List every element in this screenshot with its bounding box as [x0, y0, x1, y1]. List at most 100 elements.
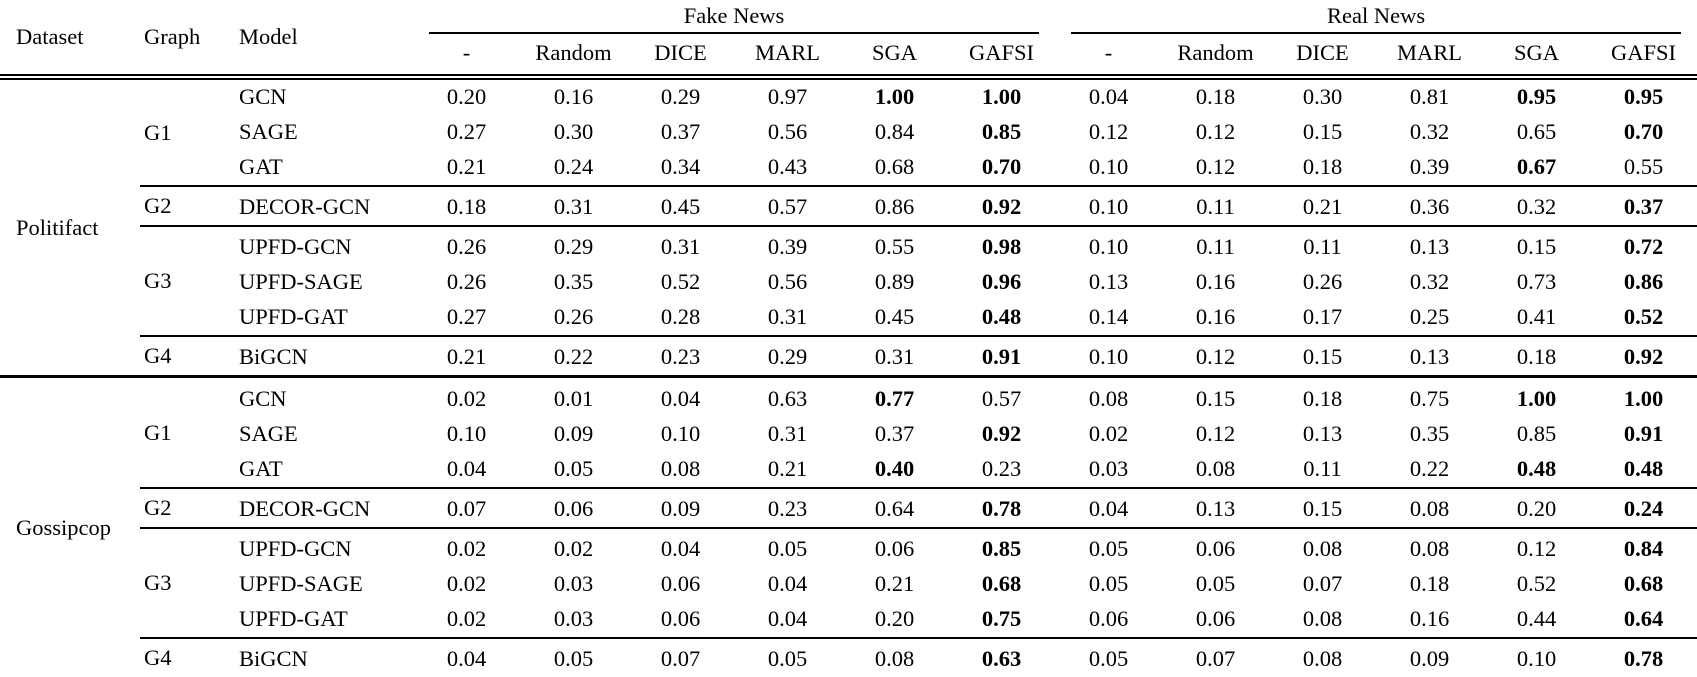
real-value-cell: 0.12 — [1483, 527, 1591, 567]
real-value-cell: 0.15 — [1162, 375, 1270, 417]
real-value-cell: 0.44 — [1516, 606, 1557, 631]
real-value-cell: 0.12 — [1088, 119, 1129, 144]
table-row: UPFD-GAT 0.27 0.26 0.28 0.31 0.45 0.48 0.14 0.16… — [0, 300, 1697, 336]
model-label: BiGCN — [235, 335, 413, 377]
column-header-fake-dice: DICE — [627, 34, 734, 80]
fake-value-cell: 0.02 — [520, 527, 627, 567]
real-value-cell: 0.25 — [1409, 304, 1450, 329]
fake-value-cell: 0.26 — [413, 225, 520, 265]
fake-value-cell: 0.98 — [948, 225, 1056, 265]
real-value-cell: 0.06 — [1162, 527, 1270, 567]
real-value-cell: 0.15 — [1483, 225, 1591, 265]
fake-value-cell: 0.31 — [520, 185, 627, 226]
fake-value-cell: 0.29 — [520, 225, 627, 265]
graph-label: G4 — [140, 335, 235, 377]
column-header-fake-gafsi: GAFSI — [948, 34, 1056, 80]
real-value-cell: 0.20 — [1483, 487, 1591, 528]
table-header: Dataset Graph Model Fake News Real News … — [0, 0, 1697, 80]
real-value-cell: 0.18 — [1483, 335, 1591, 377]
fake-value-cell: 0.03 — [553, 571, 594, 596]
fake-value-cell: 0.26 — [446, 269, 487, 294]
graph-label: G1 — [144, 119, 172, 145]
fake-value-cell: 0.21 — [767, 456, 808, 481]
fake-value-cell: 0.06 — [520, 487, 627, 528]
real-value-cell: 0.05 — [1195, 571, 1236, 596]
fake-value-cell: 0.04 — [767, 571, 808, 596]
real-value-cell: 0.12 — [1162, 335, 1270, 377]
real-value-cell: 0.07 — [1302, 571, 1343, 596]
fake-value-cell: 0.05 — [734, 637, 841, 677]
graph-label: G1 — [140, 375, 235, 488]
fake-value-cell: 0.06 — [660, 571, 701, 596]
real-value-cell: 0.13 — [1302, 421, 1343, 446]
column-header-real-random: Random — [1162, 34, 1270, 80]
real-value-cell: 0.11 — [1162, 185, 1270, 226]
fake-value-cell: 0.04 — [767, 606, 808, 631]
model-label: UPFD-GCN — [235, 527, 413, 567]
real-value-cell: 0.16 — [1409, 606, 1450, 631]
real-value-cell: 0.65 — [1516, 119, 1557, 144]
real-value-cell: 0.07 — [1162, 637, 1270, 677]
model-label: SAGE — [239, 421, 298, 446]
fake-value-cell: 0.37 — [660, 119, 701, 144]
fake-value-cell: 0.03 — [553, 606, 594, 631]
fake-value-cell: 0.91 — [948, 335, 1056, 377]
real-value-cell: 0.35 — [1409, 421, 1450, 446]
fake-value-cell: 0.20 — [446, 84, 487, 109]
real-value-cell: 0.95 — [1623, 84, 1664, 109]
real-value-cell: 0.55 — [1623, 154, 1664, 179]
model-label: UPFD-GAT — [239, 606, 348, 631]
fake-value-cell: 0.27 — [446, 304, 487, 329]
fake-value-cell: 0.85 — [948, 527, 1056, 567]
table-row: UPFD-SAGE 0.26 0.35 0.52 0.56 0.89 0.96 0.13 0.1… — [0, 265, 1697, 300]
fake-value-cell: 0.09 — [627, 487, 734, 528]
real-value-cell: 0.18 — [1302, 154, 1343, 179]
real-value-cell: 0.13 — [1376, 225, 1484, 265]
fake-value-cell: 0.56 — [767, 119, 808, 144]
fake-value-cell: 0.64 — [841, 487, 948, 528]
fake-value-cell: 0.92 — [948, 185, 1056, 226]
model-label: DECOR-GCN — [235, 487, 413, 528]
real-value-cell: 0.09 — [1376, 637, 1484, 677]
real-value-cell: 0.64 — [1623, 606, 1664, 631]
fake-value-cell: 0.97 — [767, 84, 808, 109]
real-value-cell: 0.08 — [1055, 375, 1163, 417]
fake-value-cell: 0.39 — [734, 225, 841, 265]
real-value-cell: 0.32 — [1483, 185, 1591, 226]
real-value-cell: 0.13 — [1376, 335, 1484, 377]
fake-value-cell: 0.06 — [660, 606, 701, 631]
fake-value-cell: 0.31 — [767, 304, 808, 329]
fake-value-cell: 0.08 — [841, 637, 948, 677]
real-value-cell: 0.02 — [1088, 421, 1129, 446]
fake-value-cell: 0.29 — [734, 335, 841, 377]
real-value-cell: 0.21 — [1269, 185, 1377, 226]
real-value-cell: 0.41 — [1516, 304, 1557, 329]
fake-value-cell: 0.68 — [981, 571, 1022, 596]
real-value-cell: 0.05 — [1055, 527, 1163, 567]
column-header-fake-none: - — [413, 34, 520, 80]
real-value-cell: 0.05 — [1055, 637, 1163, 677]
graph-label: G4 — [140, 637, 235, 677]
fake-value-cell: 0.02 — [413, 527, 520, 567]
fake-value-cell: 0.45 — [874, 304, 915, 329]
table-row: Gossipcop G1 GCN 0.02 0.01 0.04 0.63 0.77 0.57 0.… — [0, 375, 1697, 677]
real-value-cell: 0.03 — [1088, 456, 1129, 481]
real-value-cell: 0.13 — [1088, 269, 1129, 294]
fake-value-cell: 0.08 — [660, 456, 701, 481]
fake-value-cell: 0.96 — [981, 269, 1022, 294]
column-header-real-gafsi: GAFSI — [1590, 34, 1697, 80]
real-value-cell: 0.08 — [1269, 637, 1377, 677]
table-row: UPFD-SAGE 0.02 0.03 0.06 0.04 0.21 0.68 0.05 0.0… — [0, 567, 1697, 602]
fake-value-cell: 0.77 — [841, 375, 948, 417]
model-label: GCN — [235, 375, 413, 417]
column-header-dataset: Dataset — [0, 0, 140, 80]
model-label: GAT — [239, 456, 283, 481]
fake-value-cell: 0.21 — [446, 154, 487, 179]
column-header-fake-marl: MARL — [734, 34, 841, 80]
fake-value-cell: 0.27 — [446, 119, 487, 144]
fake-value-cell: 0.34 — [660, 154, 701, 179]
header-row-attacks: - Random DICE MARL SGA GAFSI - Random DI… — [0, 34, 1697, 80]
model-label: UPFD-GAT — [239, 304, 348, 329]
model-label: DECOR-GCN — [235, 185, 413, 226]
